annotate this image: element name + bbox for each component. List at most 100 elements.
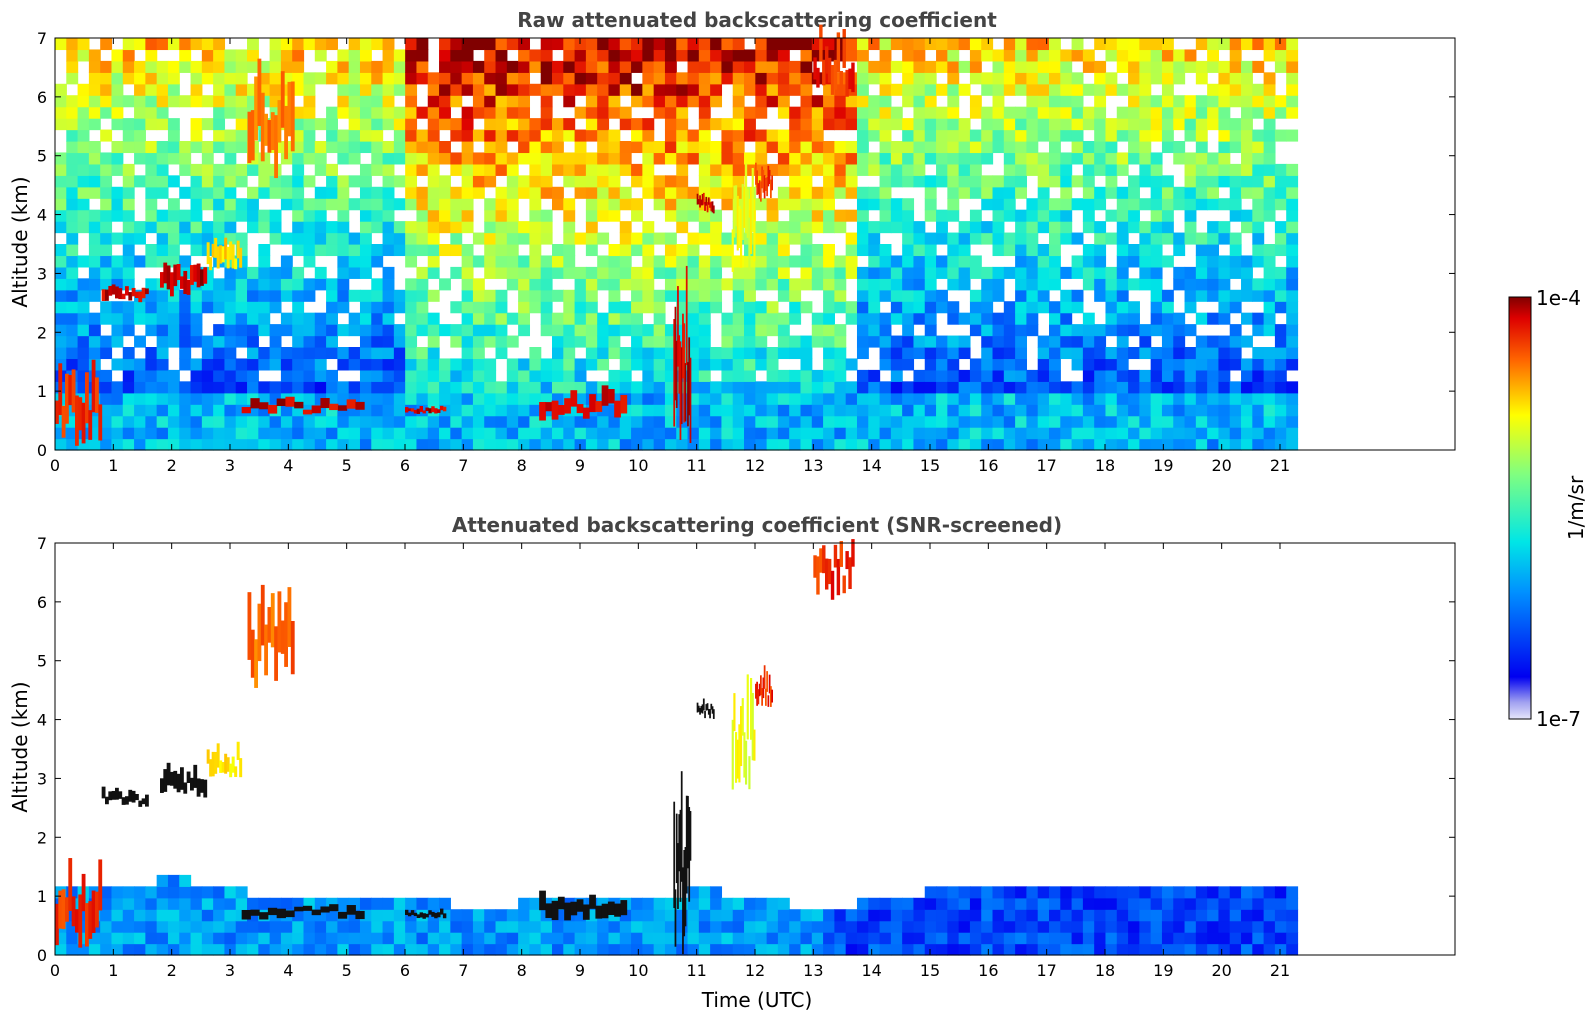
heatmap-cell [303,175,316,188]
cloud-segment [55,400,59,424]
cloud-segment [758,683,761,697]
heatmap-cell [1082,909,1095,922]
heatmap-cell [698,335,711,348]
heatmap-cell [427,83,440,96]
cloud-segment [247,592,252,660]
x-tick-label: 2 [167,456,177,475]
heatmap-cell [1150,369,1163,382]
heatmap-cell [969,381,982,394]
cloud-segment [287,81,292,137]
heatmap-cell [1037,209,1050,222]
heatmap-cell [1161,198,1174,211]
heatmap-cell [574,301,587,314]
heatmap-cell [1207,163,1220,176]
heatmap-cell [631,358,643,371]
heatmap-cell [958,404,971,417]
cloud-segment [607,901,615,916]
heatmap-cell [371,324,384,337]
heatmap-cell [235,312,248,325]
heatmap-cell [427,932,440,945]
heatmap-cell [800,266,813,279]
heatmap-cell [145,163,158,176]
heatmap-cell [145,943,158,956]
heatmap-cell [326,369,338,382]
heatmap-cell [890,221,903,234]
heatmap-cell [224,415,237,428]
heatmap-cell [258,175,271,188]
heatmap-cell [405,392,418,405]
heatmap-cell [766,60,779,73]
heatmap-cell [201,198,214,211]
heatmap-cell [235,163,248,176]
heatmap-cell [540,118,553,131]
heatmap-cell [122,312,135,325]
heatmap-cell [1003,60,1016,73]
x-tick-label: 9 [575,961,585,980]
heatmap-cell [800,255,813,268]
heatmap-cell [913,60,926,73]
heatmap-cell [608,198,621,211]
heatmap-cell [1116,886,1129,899]
heatmap-cell [529,289,542,302]
heatmap-cell [653,932,666,945]
heatmap-cell [936,60,948,73]
heatmap-cell [1139,909,1152,922]
heatmap-cell [145,415,158,428]
heatmap-cell [1274,266,1287,279]
heatmap-cell [619,255,632,268]
heatmap-cell [1207,38,1220,51]
heatmap-cell [111,897,124,910]
heatmap-cell [992,324,1005,337]
heatmap-cell [461,301,474,314]
cloud-segment [745,740,748,785]
cloud-segment [765,177,767,191]
heatmap-cell [1082,415,1095,428]
heatmap-cell [664,943,677,956]
cloud-segment [320,906,330,913]
heatmap-cell [292,60,305,73]
heatmap-cell [382,369,395,382]
heatmap-cell [201,886,214,899]
heatmap-cell [235,83,248,96]
heatmap-cell [868,289,881,302]
heatmap-cell [269,920,282,933]
heatmap-cell [235,60,248,73]
heatmap-cell [574,83,587,96]
heatmap-cell [495,49,508,62]
cloud-segment [267,404,278,414]
heatmap-cell [721,943,734,956]
heatmap-cell [766,920,779,933]
heatmap-cell [382,415,395,428]
cloud-segment [405,909,409,915]
heatmap-cell [145,38,158,51]
cloud-segment [431,406,435,413]
heatmap-cell [518,72,531,85]
heatmap-cell [755,266,768,279]
heatmap-cell [913,232,926,245]
heatmap-cell [631,312,643,325]
heatmap-cell [224,232,237,245]
heatmap-cell [1218,347,1231,360]
heatmap-cell [224,427,237,440]
heatmap-cell [845,141,858,154]
heatmap-cell [710,278,723,291]
heatmap-cell [393,129,406,142]
cloud-segment [736,739,739,779]
heatmap-cell [1026,209,1039,222]
heatmap-cell [1286,335,1299,348]
x-tick-label: 8 [517,456,527,475]
heatmap-cell [890,60,903,73]
heatmap-cell [405,129,418,142]
heatmap-cell [766,909,779,922]
cloud-segment [280,71,285,128]
heatmap-cell [834,381,847,394]
heatmap-cell [179,95,192,108]
cloud-segment [675,340,678,409]
cloud-segment [684,847,687,927]
heatmap-cell [664,141,677,154]
heatmap-cell [981,369,994,382]
heatmap-cell [235,49,248,62]
heatmap-cell [1094,255,1107,268]
heatmap-cell [77,301,90,314]
x-tick-label: 1 [108,456,118,475]
